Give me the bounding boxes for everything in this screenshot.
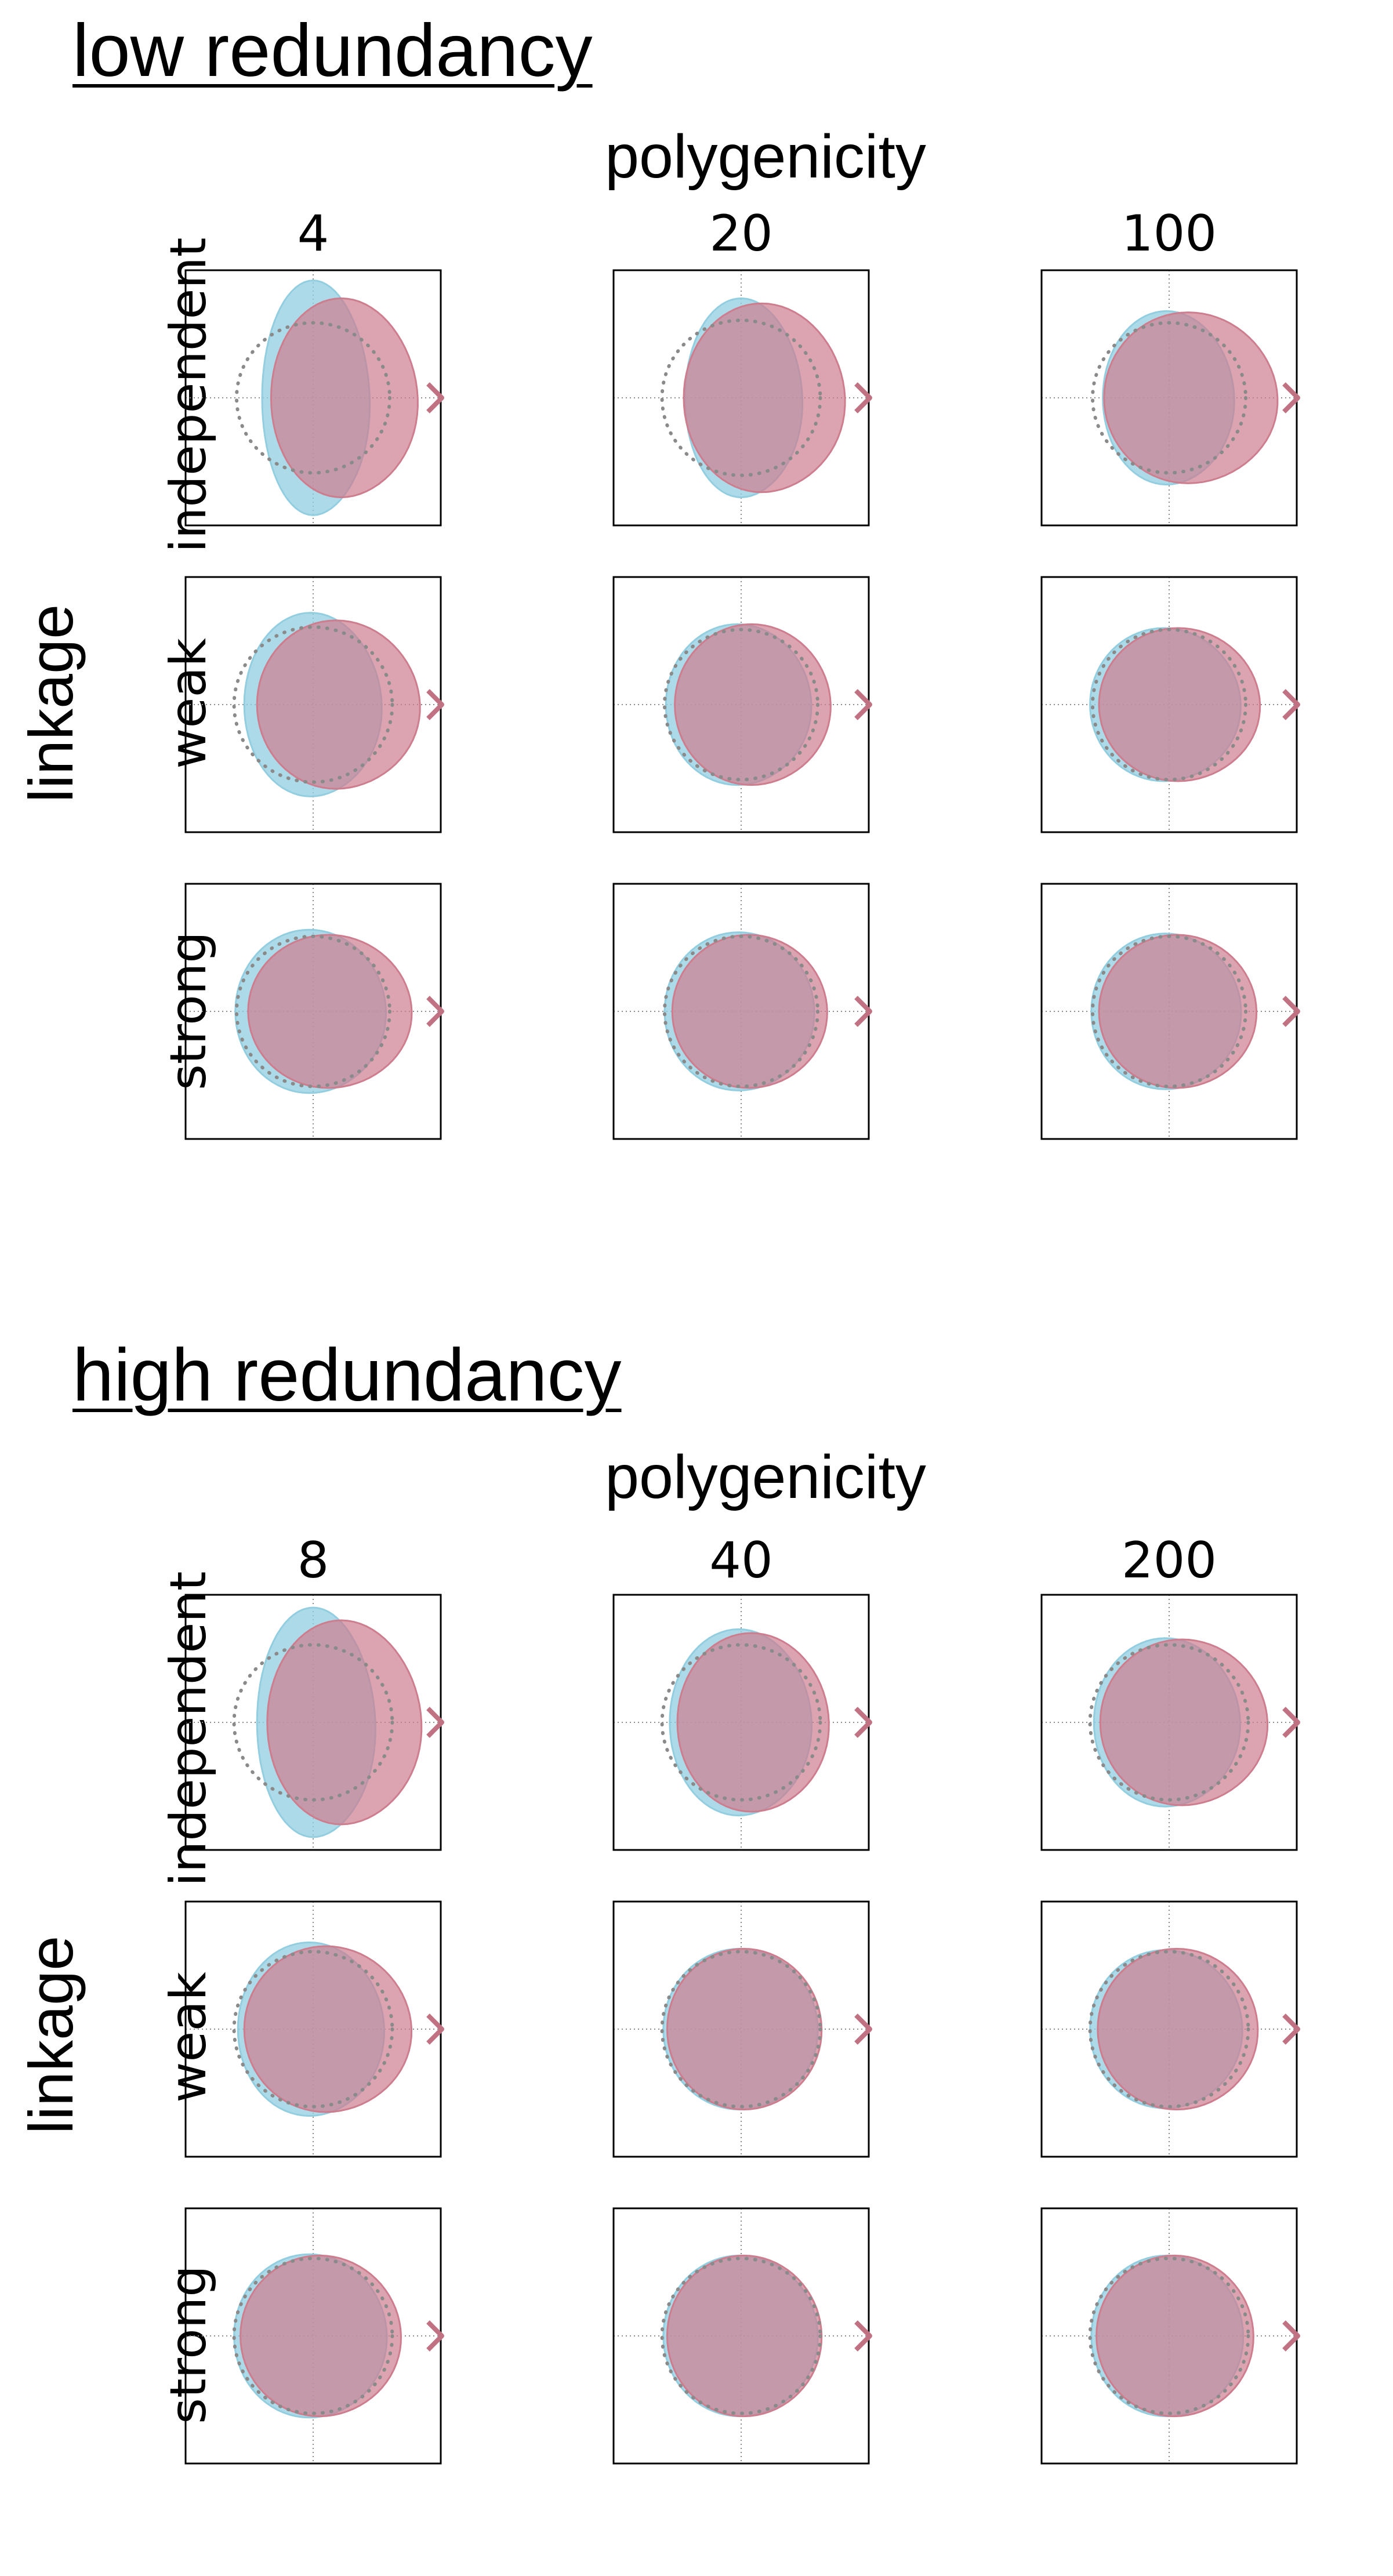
direction-arrow-icon [854, 2013, 872, 2045]
reference-circle [232, 1643, 394, 1802]
direction-arrow-icon [426, 1707, 444, 1738]
reference-circle [232, 2256, 394, 2415]
panel-r2-c1 [184, 576, 444, 833]
panel-r1-c2 [612, 269, 872, 527]
red-distribution [1098, 934, 1258, 1089]
reference-circle [1088, 1950, 1250, 2109]
reference-circle [235, 321, 391, 475]
section-high-redundancy: high redundancy polygenicity 8 40 200 li… [0, 1325, 1393, 2576]
red-distribution [1099, 1638, 1269, 1806]
direction-arrow-icon [854, 996, 872, 1027]
red-distribution [247, 934, 413, 1089]
reference-circle [663, 627, 819, 782]
red-distribution [671, 934, 828, 1089]
red-distribution [1098, 627, 1261, 782]
panel-r1-c1 [184, 1594, 444, 1851]
red-distribution [1095, 2254, 1254, 2418]
panel-grid [184, 1594, 1300, 2465]
direction-arrow-icon [1282, 1707, 1300, 1738]
panel-grid [184, 269, 1300, 1140]
red-distribution [683, 302, 846, 494]
column-label-2: 20 [709, 205, 773, 263]
reference-circle [663, 934, 819, 1089]
reference-circle [660, 1643, 822, 1802]
direction-arrow-icon [1282, 689, 1300, 720]
red-distribution [676, 1632, 830, 1813]
column-label-2: 40 [709, 1532, 773, 1590]
reference-circle [1091, 934, 1247, 1089]
reference-circle [235, 934, 391, 1089]
panel-r3-c3 [1040, 883, 1300, 1140]
reference-circle [1088, 1643, 1250, 1802]
column-axis-label: polygenicity [605, 122, 926, 191]
panel-r2-c3 [1040, 1900, 1300, 2158]
red-distribution [240, 2254, 402, 2418]
section-low-redundancy: low redundancy polygenicity 4 20 100 lin… [0, 0, 1393, 1251]
panel-r3-c1 [184, 883, 444, 1140]
direction-arrow-icon [1282, 2320, 1300, 2352]
panel-r2-c2 [612, 576, 872, 833]
reference-circle [1091, 627, 1247, 782]
direction-arrow-icon [426, 382, 444, 413]
red-distribution [666, 1947, 823, 2111]
red-distribution [266, 1619, 423, 1826]
panel-r3-c2 [612, 883, 872, 1140]
red-distribution [1097, 1947, 1259, 2111]
red-distribution [666, 2254, 823, 2418]
red-distribution [1103, 311, 1279, 484]
reference-circle [660, 318, 822, 477]
column-label-3: 100 [1121, 205, 1217, 263]
reference-circle [660, 2256, 822, 2415]
direction-arrow-icon [854, 689, 872, 720]
direction-arrow-icon [426, 996, 444, 1027]
direction-arrow-icon [854, 1707, 872, 1738]
section-title: low redundancy [72, 9, 593, 92]
direction-arrow-icon [1282, 2013, 1300, 2045]
panel-r1-c3 [1040, 269, 1300, 527]
direction-arrow-icon [426, 689, 444, 720]
direction-arrow-icon [426, 2320, 444, 2352]
reference-circle [660, 1950, 822, 2109]
direction-arrow-icon [854, 382, 872, 413]
red-distribution [256, 619, 421, 790]
red-distribution [243, 1945, 413, 2113]
panel-r3-c1 [184, 2207, 444, 2465]
panel-r2-c1 [184, 1900, 444, 2158]
column-axis-label: polygenicity [605, 1443, 926, 1511]
direction-arrow-icon [1282, 382, 1300, 413]
direction-arrow-icon [854, 2320, 872, 2352]
column-label-1: 8 [297, 1532, 329, 1590]
panel-r3-c3 [1040, 2207, 1300, 2465]
column-label-1: 4 [297, 205, 329, 263]
column-label-3: 200 [1121, 1532, 1217, 1590]
reference-circle [1088, 2256, 1250, 2415]
panel-r2-c2 [612, 1900, 872, 2158]
reference-circle [232, 1950, 394, 2109]
direction-arrow-icon [1282, 996, 1300, 1027]
red-distribution [270, 297, 419, 499]
panel-r1-c2 [612, 1594, 872, 1851]
reference-circle [232, 625, 394, 784]
panel-r1-c1 [184, 269, 444, 527]
reference-circle [1091, 321, 1247, 475]
red-distribution [674, 623, 832, 786]
section-title: high redundancy [72, 1334, 622, 1417]
panel-r3-c2 [612, 2207, 872, 2465]
direction-arrow-icon [426, 2013, 444, 2045]
panel-r1-c3 [1040, 1594, 1300, 1851]
panel-r2-c3 [1040, 576, 1300, 833]
